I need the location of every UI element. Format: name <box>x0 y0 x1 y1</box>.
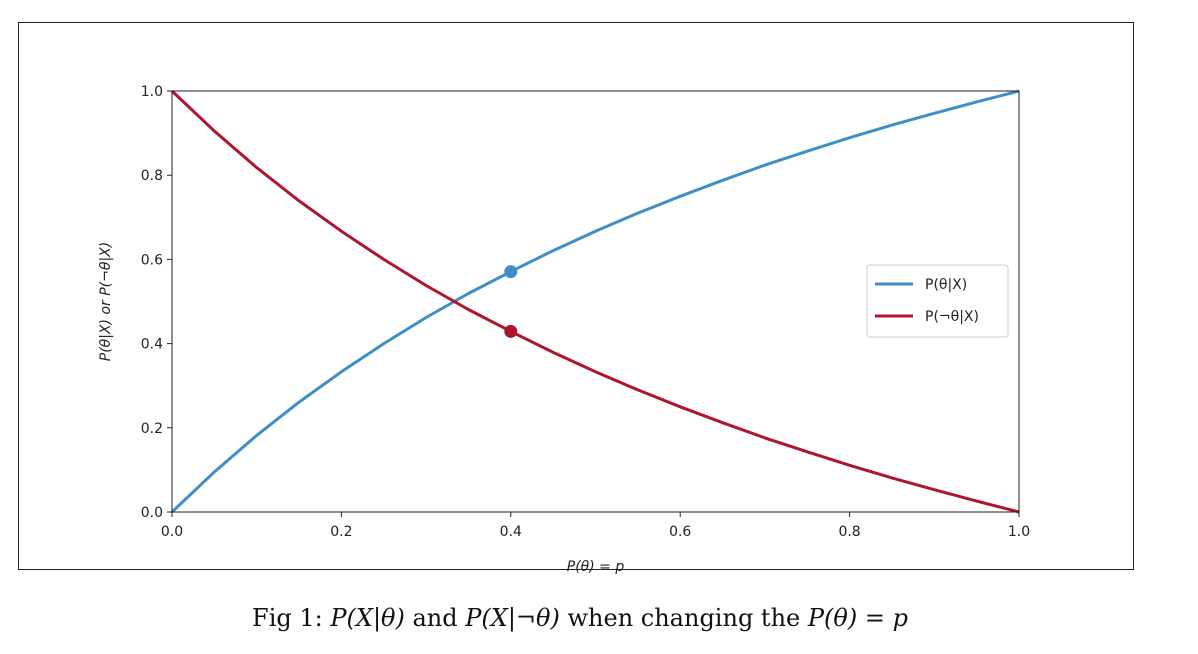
legend: P(θ|X) P(¬θ|X) <box>866 264 1009 338</box>
y-tick-label: 0.6 <box>141 252 163 268</box>
series-line-2 <box>170 89 1020 514</box>
series-lines <box>170 89 1020 514</box>
y-tick-label: 0.8 <box>141 168 163 184</box>
caption-and: and <box>404 604 466 632</box>
series-markers <box>504 265 518 338</box>
x-axis-label: P(θ) = p <box>567 559 625 575</box>
caption-term-2: P(X|¬θ) <box>465 604 560 632</box>
legend-label-1: P(θ|X) <box>925 277 967 293</box>
caption-middle: when changing the <box>559 604 808 632</box>
x-tick-label: 0.8 <box>838 524 860 540</box>
x-tick-label: 0.6 <box>669 524 691 540</box>
caption-term-1: P(X|θ) <box>330 604 405 632</box>
legend-label-2: P(¬θ|X) <box>925 309 979 325</box>
y-tick-label: 0.2 <box>141 421 163 437</box>
legend-box <box>866 264 1009 338</box>
x-tick-label: 0.0 <box>161 524 183 540</box>
x-tick-label: 0.2 <box>330 524 352 540</box>
highlight-point-2 <box>504 324 518 338</box>
x-tick-label: 0.4 <box>500 524 522 540</box>
series-line-1 <box>170 89 1020 514</box>
y-tick-label: 0.0 <box>141 505 163 521</box>
y-axis-label: P(θ|X) or P(¬θ|X) <box>98 242 114 361</box>
highlight-point-1 <box>504 265 518 279</box>
figure-caption: Fig 1: P(X|θ) and P(X|¬θ) when changing … <box>0 604 1160 632</box>
y-tick-label: 0.4 <box>141 337 163 353</box>
y-tick-label: 1.0 <box>141 84 163 100</box>
caption-term-3: P(θ) = p <box>807 604 908 632</box>
caption-prefix: Fig 1: <box>252 604 331 632</box>
chart: 0.0 0.2 0.4 0.6 0.8 1.0 0.0 0.2 0.4 0.6 0.8 1.0 P(θ… <box>98 84 1030 575</box>
tick-group: 0.0 0.2 0.4 0.6 0.8 1.0 0.0 0.2 0.4 0.6 0.8 1.0 <box>141 84 1030 540</box>
plot-area <box>171 90 1020 513</box>
x-tick-label: 1.0 <box>1008 524 1030 540</box>
